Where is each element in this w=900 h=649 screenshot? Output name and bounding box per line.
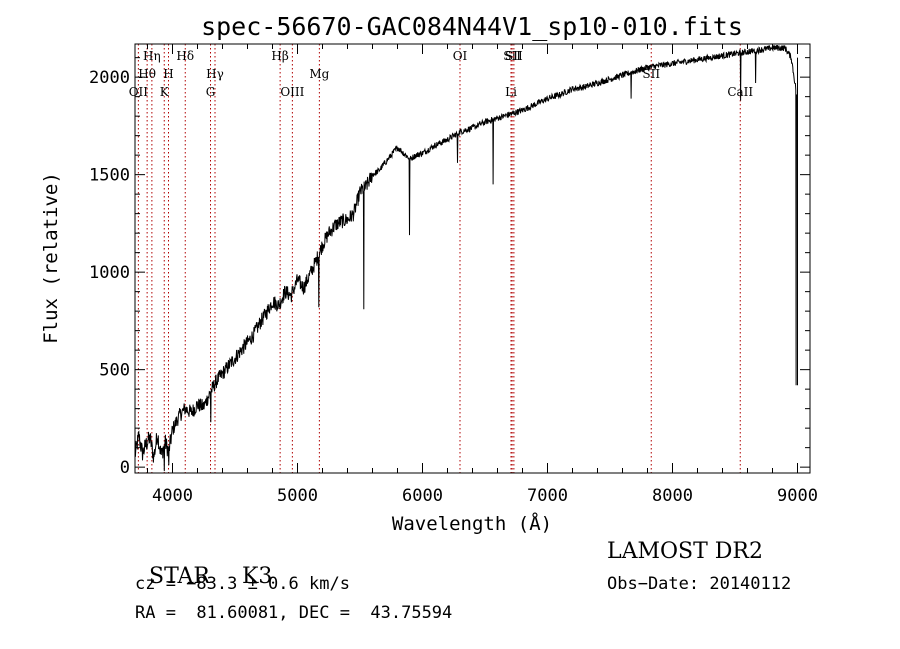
x-tick-label: 7000 <box>527 486 568 506</box>
plot-frame <box>134 43 811 474</box>
x-tick-label: 6000 <box>402 486 443 506</box>
subclass-label: K3 <box>242 564 273 589</box>
spectral-line-label: G <box>206 85 216 99</box>
spectral-line-label: Hδ <box>176 49 194 63</box>
x-tick-label: 9000 <box>777 486 818 506</box>
x-tick-label: 5000 <box>277 486 318 506</box>
class-label: STAR <box>149 564 210 589</box>
spectral-line-label: Hγ <box>206 67 224 81</box>
y-tick-label: 1000 <box>89 263 130 283</box>
x-axis-label: Wavelength (Å) <box>392 512 552 535</box>
spectral-line-label: Hθ <box>138 67 156 81</box>
spectral-line-label: SII <box>503 49 521 63</box>
spectral-line-label: OIII <box>280 85 304 99</box>
y-tick-label: 1500 <box>89 166 130 186</box>
spectrum-line <box>134 44 798 472</box>
axes: 4000 5000 6000 7000 8000 9000 0 500 1000 1500 2000 <box>89 44 818 506</box>
spectral-line-label: OII <box>129 85 149 99</box>
spectral-line-label: SII <box>505 49 523 63</box>
y-axis-label: Flux (relative) <box>40 172 62 344</box>
spectral-line-label: Hβ <box>271 49 288 63</box>
y-tick-label: 500 <box>99 361 130 381</box>
spectral-line-label: K <box>160 85 170 99</box>
spectrum-layer <box>134 44 798 472</box>
spectral-line-label: Mg <box>309 67 329 81</box>
spectral-line-label: Li <box>505 85 517 99</box>
spectral-line-label: OI <box>453 49 468 63</box>
redshift-label: cz = −83.3 ± 0.6 km/s <box>135 574 350 594</box>
spectral-line-label: SII <box>642 67 660 81</box>
x-tick-label: 4000 <box>152 486 193 506</box>
spectral-line-label: H <box>163 67 173 81</box>
y-tick-label: 0 <box>120 458 130 478</box>
obs-date-label: Obs−Date: 20140112 <box>607 574 792 594</box>
coords-label: RA = 81.60081, DEC = 43.75594 <box>135 603 453 623</box>
object-class: STAR K3 <box>135 539 272 589</box>
x-tick-label: 8000 <box>652 486 693 506</box>
y-tick-label: 2000 <box>89 68 130 88</box>
chart-title: spec-56670-GAC084N44V1_sp10-010.fits <box>201 12 743 41</box>
spectral-line-label: Hη <box>143 49 161 63</box>
survey-label: LAMOST DR2 <box>607 539 763 564</box>
